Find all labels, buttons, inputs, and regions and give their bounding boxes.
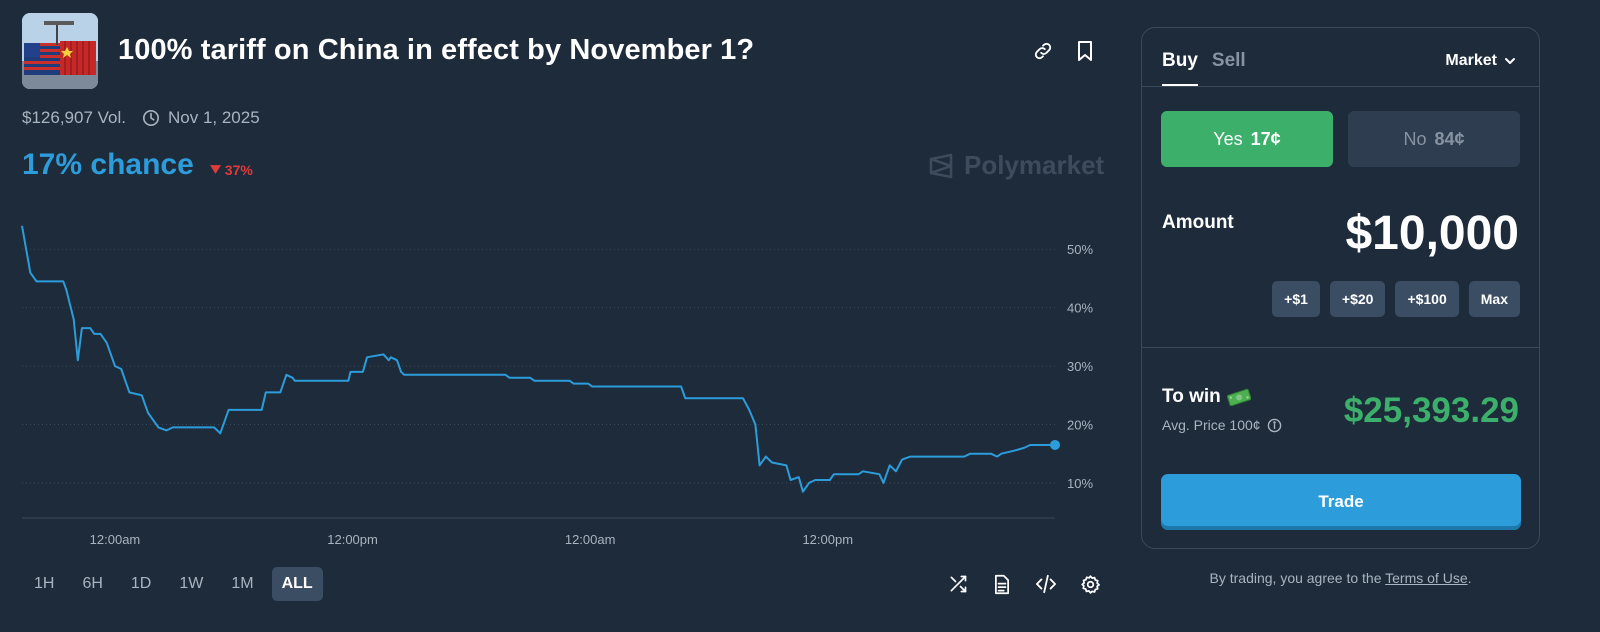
brand-name: Polymarket — [964, 150, 1105, 180]
terms-suffix: . — [1467, 570, 1472, 586]
range-all[interactable]: ALL — [271, 567, 323, 601]
range-6h[interactable]: 6H — [82, 575, 103, 592]
bookmark-icon[interactable] — [1071, 37, 1099, 65]
tabs-divider — [1142, 86, 1539, 87]
order-type-dropdown[interactable]: Market — [1445, 52, 1517, 70]
tab-buy[interactable]: Buy — [1162, 50, 1198, 86]
x-tick-label: 12:00pm — [802, 532, 853, 547]
terms-prefix: By trading, you agree to the — [1209, 570, 1386, 586]
document-icon[interactable] — [988, 570, 1016, 598]
chart-tools — [944, 570, 1104, 598]
range-1m[interactable]: 1M — [231, 575, 254, 592]
current-price-dot — [1050, 439, 1060, 450]
no-outcome-button[interactable]: No 84¢ — [1348, 111, 1520, 167]
trade-card: Buy Sell Market Yes 17¢ No 84¢ Amount $1… — [1141, 27, 1540, 549]
amount-label: Amount — [1162, 212, 1234, 233]
end-date-text: Nov 1, 2025 — [167, 108, 260, 127]
brand-watermark: Polymarket — [928, 150, 1104, 181]
money-icon — [1226, 388, 1251, 406]
tab-sell[interactable]: Sell — [1211, 50, 1246, 71]
no-price: 84¢ — [1434, 128, 1465, 149]
to-win-label: To win — [1162, 386, 1221, 407]
polymarket-logo-icon — [929, 153, 953, 178]
yes-label: Yes — [1213, 128, 1243, 149]
y-tick-label: 10% — [1067, 476, 1093, 491]
avg-price-row: Avg. Price 100¢ — [1162, 417, 1282, 433]
x-tick-label: 12:00pm — [327, 532, 378, 547]
add-20-button[interactable]: +$20 — [1329, 281, 1386, 317]
range-1d[interactable]: 1D — [130, 575, 152, 592]
to-win-value: $25,393.29 — [1343, 391, 1519, 430]
amount-divider — [1142, 347, 1539, 348]
settings-gear-icon[interactable] — [1076, 570, 1104, 598]
x-tick-label: 12:00am — [565, 532, 616, 547]
market-thumbnail — [22, 13, 98, 89]
shuffle-icon[interactable] — [944, 570, 972, 598]
market-title: 100% tariff on China in effect by Novemb… — [118, 34, 755, 66]
avg-price-text: Avg. Price 100¢ — [1162, 417, 1261, 433]
chance-change-value: 37% — [224, 161, 253, 178]
terms-notice: By trading, you agree to the Terms of Us… — [1141, 570, 1540, 586]
add-100-button[interactable]: +$100 — [1395, 281, 1459, 317]
clock-icon — [142, 109, 159, 127]
max-button[interactable]: Max — [1468, 281, 1520, 317]
price-chart: 50% 40% 30% 20% 10% 12:00am 12:00pm 12:00am 12:0… — [21, 225, 1093, 547]
chance-value: 17% chance — [22, 148, 194, 181]
trade-button[interactable]: Trade — [1161, 474, 1521, 530]
y-tick-label: 40% — [1067, 301, 1093, 316]
code-icon[interactable] — [1032, 570, 1060, 598]
market-meta: $126,907 Vol. Nov 1, 2025 — [22, 108, 260, 128]
info-icon[interactable] — [1267, 418, 1282, 433]
chance-block: 17% chance 37% — [22, 148, 253, 182]
yes-price: 17¢ — [1250, 128, 1281, 149]
add-1-button[interactable]: +$1 — [1272, 281, 1320, 317]
link-icon[interactable] — [1029, 37, 1057, 65]
trade-tabs: Buy Sell — [1162, 50, 1246, 86]
price-line — [21, 225, 1055, 493]
chance-change: 37% — [209, 161, 253, 178]
to-win-row: To win — [1162, 386, 1251, 408]
range-1w[interactable]: 1W — [179, 575, 204, 592]
y-tick-label: 30% — [1067, 359, 1093, 374]
range-1h[interactable]: 1H — [34, 575, 55, 592]
x-tick-label: 12:00am — [90, 532, 141, 547]
quick-amounts: +$1 +$20 +$100 Max — [1272, 281, 1520, 317]
chevron-down-icon — [1505, 58, 1515, 64]
order-type-label: Market — [1445, 52, 1497, 69]
terms-of-use-link[interactable]: Terms of Use — [1385, 570, 1468, 586]
y-tick-label: 20% — [1067, 418, 1093, 433]
yes-outcome-button[interactable]: Yes 17¢ — [1161, 111, 1333, 167]
volume-text: $126,907 Vol. — [22, 108, 126, 127]
range-selector: 1H 6H 1D 1W 1M ALL — [24, 567, 323, 601]
market-panel: 100% tariff on China in effect by Novemb… — [21, 13, 1104, 601]
no-label: No — [1403, 128, 1427, 149]
down-triangle-icon — [209, 165, 221, 174]
amount-input[interactable]: $10,000 — [1345, 207, 1519, 260]
y-tick-label: 50% — [1067, 242, 1093, 257]
end-date: Nov 1, 2025 — [142, 108, 260, 128]
